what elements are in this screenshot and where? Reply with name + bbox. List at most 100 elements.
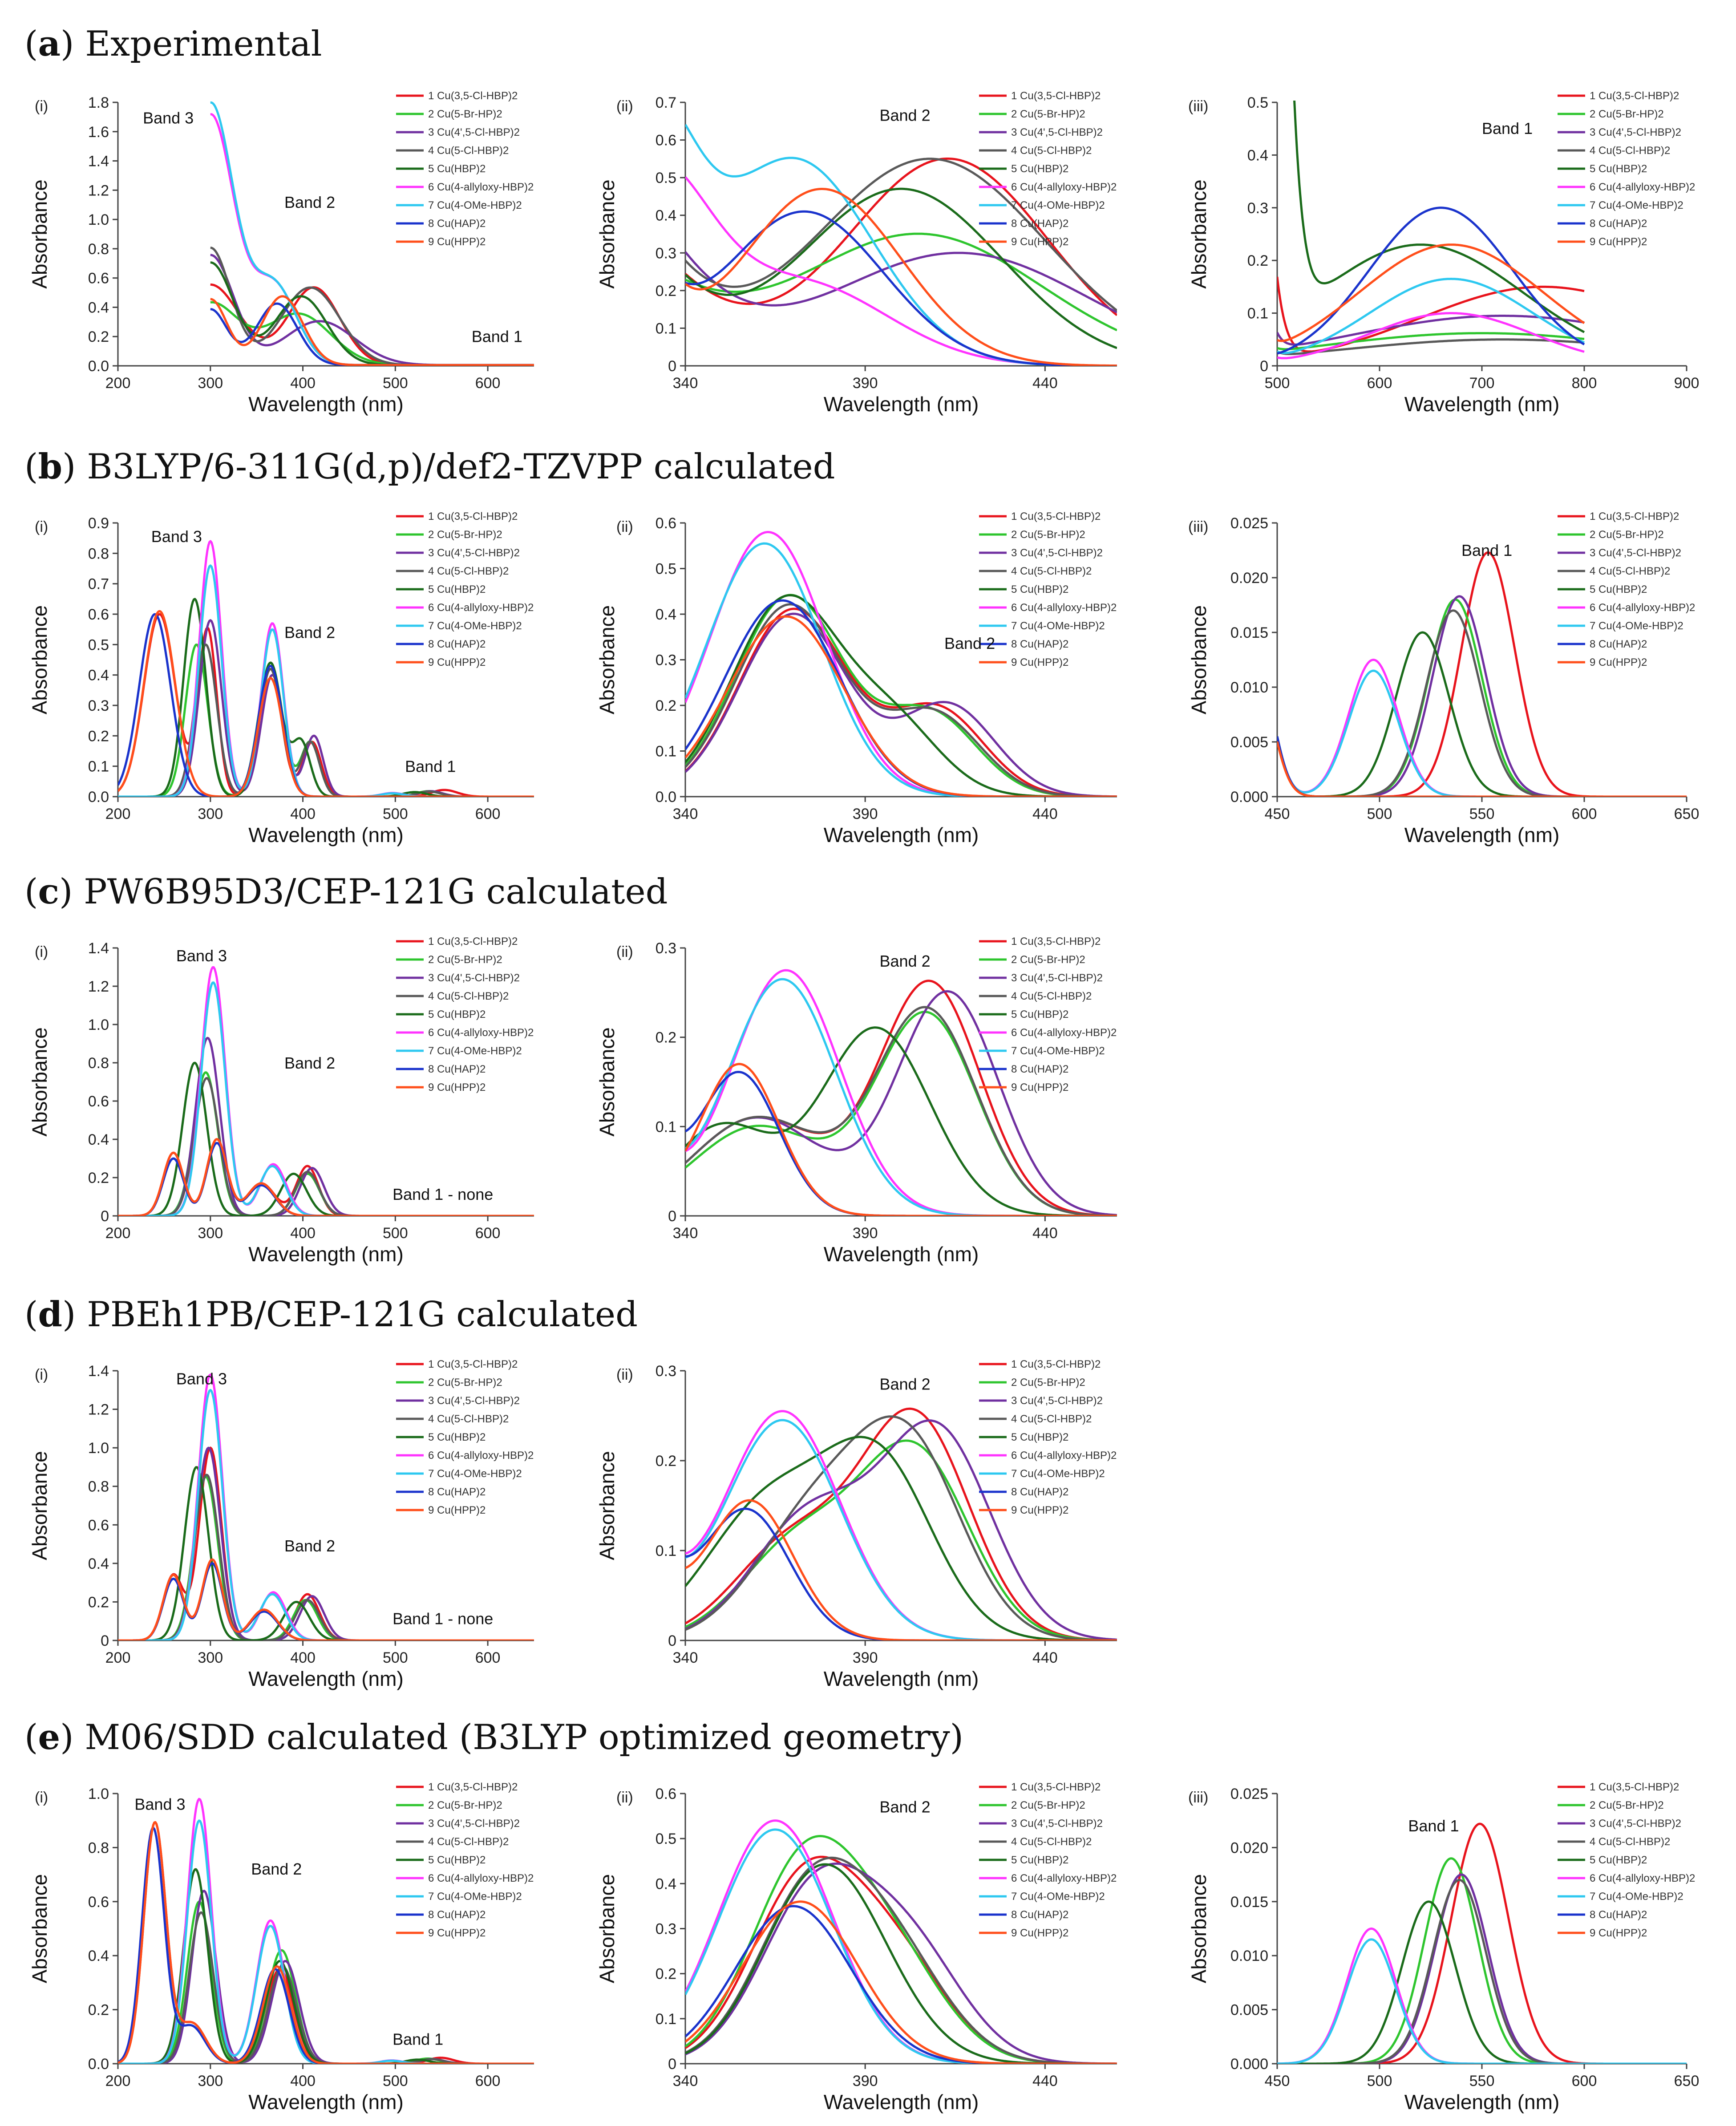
y-tick-label: 0	[668, 2056, 676, 2073]
y-axis-label: Absorbance	[28, 179, 51, 289]
band-annotation: Band 3	[176, 947, 227, 965]
series-line-5	[118, 1466, 534, 1640]
legend-entry: 5 Cu(HBP)2	[428, 163, 486, 175]
x-axis-label: Wavelength (nm)	[824, 823, 979, 846]
band-annotation: Band 1	[1408, 1817, 1459, 1835]
section-title: (a) Experimental	[24, 24, 322, 64]
legend-entry: 8 Cu(HAP)2	[1590, 638, 1647, 650]
legend-entry: 5 Cu(HBP)2	[1590, 163, 1647, 175]
y-tick-label: 0	[101, 1632, 109, 1649]
legend-entry: 6 Cu(4-allyloxy-HBP)2	[1011, 602, 1117, 614]
y-tick-label: 0.0	[88, 358, 109, 375]
series-line-4	[685, 1006, 1117, 1216]
y-tick-label: 0.6	[656, 515, 676, 532]
series-line-9	[210, 295, 534, 366]
series-line-4	[1277, 338, 1585, 355]
series-line-9	[685, 1499, 1117, 1640]
y-tick-label: 0.5	[1247, 94, 1268, 111]
y-tick-label: 0.5	[656, 170, 676, 186]
legend-entry: 1 Cu(3,5-Cl-HBP)2	[1011, 510, 1101, 522]
y-tick-label: 0.000	[1230, 789, 1268, 806]
legend-entry: 4 Cu(5-Cl-HBP)2	[428, 990, 509, 1002]
legend-entry: 9 Cu(HPP)2	[428, 1927, 486, 1939]
band-annotation: Band 2	[880, 106, 931, 124]
y-tick-label: 0.1	[656, 743, 676, 760]
series-line-7	[210, 101, 534, 366]
series-group	[118, 966, 534, 1216]
y-axis-label: Absorbance	[28, 605, 51, 715]
series-group	[685, 1407, 1117, 1640]
x-axis-label: Wavelength (nm)	[824, 393, 979, 416]
chart-a3: (iii) 500 600 700 800 900 0 0.1 0.2 0.3 0.4 0.5 Wave…	[1187, 90, 1699, 416]
x-tick-label: 650	[1674, 2073, 1700, 2090]
series-group	[210, 101, 534, 366]
legend-entry: 8 Cu(HAP)2	[1590, 1909, 1647, 1921]
section-title: (b) B3LYP/6-311G(d,p)/def2-TZVPP calcula…	[24, 446, 835, 487]
legend-entry: 7 Cu(4-OMe-HBP)2	[428, 620, 522, 632]
y-tick-label: 0.4	[88, 1555, 109, 1572]
legend-entry: 2 Cu(5-Br-HP)2	[1590, 529, 1664, 541]
x-tick-label: 600	[475, 806, 501, 822]
legend-entry: 2 Cu(5-Br-HP)2	[1590, 1799, 1664, 1811]
y-tick-label: 1.4	[88, 1363, 109, 1380]
x-tick-label: 500	[383, 1225, 408, 1242]
y-axis-label: Absorbance	[595, 1027, 619, 1137]
series-line-4	[685, 158, 1117, 312]
band-annotation: Band 2	[880, 1375, 931, 1393]
x-tick-label: 200	[105, 375, 131, 392]
legend-entry: 3 Cu(4',5-Cl-HBP)2	[1011, 972, 1103, 984]
chart-e3: (iii) 450 500 550 600 650 0.000 0.005 0.010 0.015…	[1187, 1781, 1699, 2114]
legend-entry: 9 Cu(HPP)2	[428, 1504, 486, 1516]
section-paren-open: (	[24, 447, 38, 487]
legend-entry: 8 Cu(HAP)2	[1011, 638, 1068, 650]
series-line-9	[118, 1558, 534, 1640]
panel-label: (ii)	[616, 944, 633, 960]
x-tick-label: 300	[198, 1225, 223, 1242]
y-tick-label: 0.5	[656, 1830, 676, 1847]
legend-entry: 1 Cu(3,5-Cl-HBP)2	[428, 510, 518, 522]
x-tick-label: 500	[383, 806, 408, 822]
x-tick-label: 200	[105, 1225, 131, 1242]
series-line-5	[685, 1026, 1117, 1216]
series-line-7	[1277, 278, 1585, 354]
y-tick-label: 0.8	[88, 1478, 109, 1495]
chart-d2: (ii) 340 390 440 0 0.1 0.2 0.3 Wavelength (nm) Ab…	[595, 1358, 1117, 1690]
legend-entry: 9 Cu(HPP)2	[428, 236, 486, 248]
series-line-6	[1277, 312, 1585, 360]
y-tick-label: 0.020	[1230, 570, 1268, 587]
y-tick-label: 0.005	[1230, 734, 1268, 751]
legend-entry: 7 Cu(4-OMe-HBP)2	[1590, 199, 1683, 211]
band-annotation: Band 2	[251, 1860, 302, 1878]
y-tick-label: 1.2	[88, 1401, 109, 1418]
legend-entry: 9 Cu(HPP)2	[1011, 236, 1068, 248]
x-tick-label: 400	[290, 1225, 316, 1242]
series-line-9	[685, 615, 1117, 797]
section-letter: c	[38, 871, 59, 912]
y-axis-label: Absorbance	[595, 1874, 619, 1984]
x-tick-label: 340	[673, 806, 698, 822]
series-line-5	[1293, 101, 1585, 333]
y-tick-label: 1.2	[88, 182, 109, 199]
legend-entry: 6 Cu(4-allyloxy-HBP)2	[1590, 602, 1695, 614]
series-line-6	[685, 1410, 1117, 1640]
chart-e1: (i) 200 300 400 500 600 0.0 0.2 0.4 0.6 0.8 1.0 Wave…	[28, 1781, 534, 2114]
band-annotation: Band 2	[284, 1054, 335, 1072]
legend-entry: 6 Cu(4-allyloxy-HBP)2	[1590, 1872, 1695, 1884]
series-line-7	[118, 1389, 534, 1640]
y-tick-label: 1.6	[88, 124, 109, 141]
y-tick-label: 0.1	[656, 1543, 676, 1559]
y-tick-label: 0.3	[656, 652, 676, 669]
series-line-3	[1277, 1873, 1687, 2064]
series-line-3	[685, 251, 1117, 314]
x-tick-label: 390	[853, 1225, 878, 1242]
y-tick-label: 0.010	[1230, 1948, 1268, 1964]
legend-entry: 4 Cu(5-Cl-HBP)2	[1011, 1413, 1092, 1425]
y-tick-label: 0.8	[88, 545, 109, 562]
x-tick-label: 440	[1032, 1225, 1058, 1242]
y-tick-label: 1.4	[88, 940, 109, 957]
legend-entry: 7 Cu(4-OMe-HBP)2	[428, 1891, 522, 1903]
y-tick-label: 0.2	[88, 2002, 109, 2019]
series-line-1	[685, 1855, 1117, 2064]
legend-entry: 8 Cu(HAP)2	[428, 218, 486, 230]
legend-entry: 8 Cu(HAP)2	[1011, 1063, 1068, 1075]
